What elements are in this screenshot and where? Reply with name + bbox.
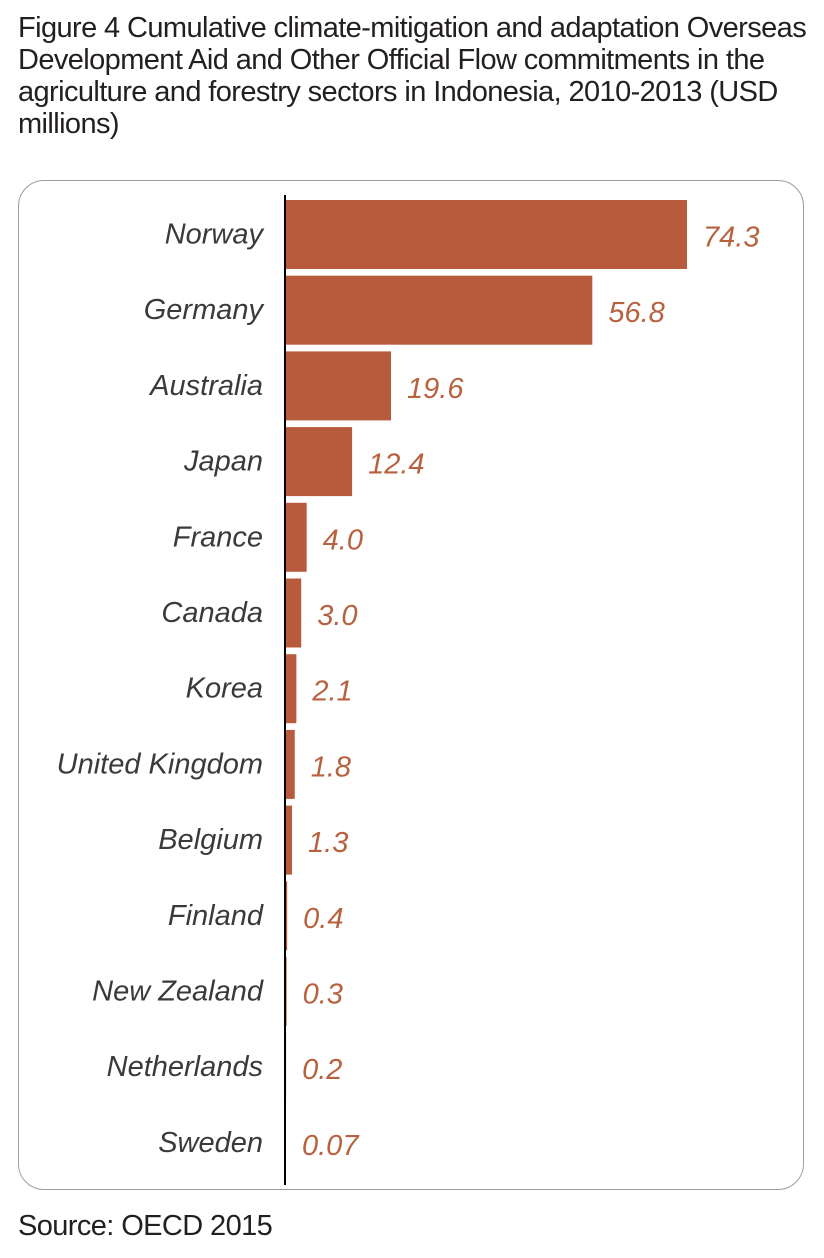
category-label: Sweden	[158, 1127, 263, 1159]
chart-frame	[18, 180, 804, 1190]
bar-korea	[285, 654, 297, 724]
category-label: United Kingdom	[57, 748, 263, 780]
value-label: 3.0	[317, 600, 357, 632]
bar-finland	[285, 881, 288, 951]
category-label: Belgium	[158, 824, 263, 856]
category-label: Australia	[148, 370, 263, 402]
category-label: Germany	[144, 294, 265, 326]
bar-france	[285, 502, 307, 572]
category-label: New Zealand	[92, 976, 264, 1008]
bar-canada	[285, 578, 302, 648]
value-label: 0.07	[302, 1130, 360, 1162]
category-label: Canada	[161, 597, 263, 629]
category-label: Korea	[186, 673, 263, 705]
bar-germany	[285, 275, 593, 345]
bar-united-kingdom	[285, 729, 295, 799]
value-label: 12.4	[368, 449, 424, 481]
category-label: Finland	[168, 900, 264, 932]
value-label: 1.8	[311, 751, 351, 783]
bar-belgium	[285, 805, 293, 875]
value-label: 0.4	[303, 903, 343, 935]
category-label: Japan	[183, 446, 263, 478]
source-note: Source: OECD 2015	[18, 1210, 273, 1242]
value-label: 1.3	[308, 827, 348, 859]
value-label: 0.3	[303, 979, 343, 1011]
value-label: 19.6	[407, 373, 464, 405]
value-label: 0.2	[302, 1054, 342, 1086]
bar-norway	[285, 200, 687, 269]
category-label: Norway	[165, 219, 265, 251]
value-label: 56.8	[608, 297, 664, 329]
value-label: 4.0	[323, 524, 363, 556]
category-label: France	[173, 521, 263, 553]
value-label: 2.1	[311, 676, 352, 708]
bar-japan	[285, 427, 353, 497]
category-label: Netherlands	[107, 1051, 263, 1083]
figure-title: Figure 4 Cumulative climate-mitigation a…	[18, 12, 807, 140]
value-label: 74.3	[703, 222, 759, 254]
bar-australia	[285, 351, 392, 421]
